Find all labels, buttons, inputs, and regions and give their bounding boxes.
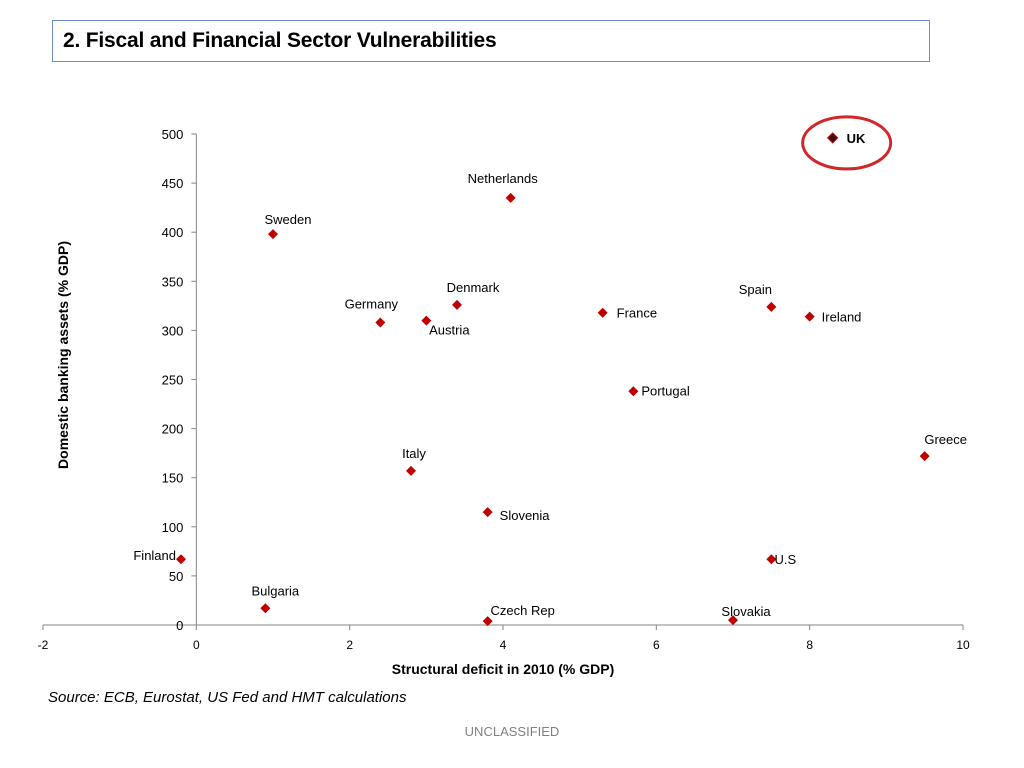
data-point-label: Austria bbox=[429, 323, 470, 338]
x-tick-label: 6 bbox=[653, 638, 660, 652]
data-point-label: Slovakia bbox=[721, 604, 771, 619]
x-tick-label: 0 bbox=[193, 638, 200, 652]
data-point-marker bbox=[597, 307, 608, 318]
data-point-marker bbox=[804, 311, 815, 322]
data-point-label: Greece bbox=[924, 432, 967, 447]
data-point-label: U.S bbox=[774, 552, 796, 567]
x-axis-label: Structural deficit in 2010 (% GDP) bbox=[392, 661, 615, 677]
data-point-label: Sweden bbox=[265, 212, 312, 227]
data-point-marker bbox=[421, 315, 432, 326]
data-point-marker bbox=[505, 192, 516, 203]
y-tick-label: 200 bbox=[162, 422, 184, 437]
y-tick-label: 400 bbox=[162, 225, 184, 240]
classification-label: UNCLASSIFIED bbox=[464, 724, 560, 739]
data-point-label: Finland bbox=[133, 548, 176, 563]
data-point-label: Portugal bbox=[641, 383, 690, 398]
data-point-label: Germany bbox=[345, 297, 399, 312]
data-point-marker bbox=[268, 229, 278, 240]
source-note: Source: ECB, Eurostat, US Fed and HMT ca… bbox=[48, 689, 407, 706]
scatter-chart: -2 0 2 4 6 8 10050100150200250300350400450500 … bbox=[38, 115, 970, 677]
data-point-label: Italy bbox=[402, 446, 426, 461]
data-point-marker bbox=[826, 132, 839, 144]
highlight-group bbox=[801, 115, 893, 171]
data-point-marker bbox=[452, 299, 462, 310]
uk-highlight-ring bbox=[801, 115, 893, 171]
data-point-label: Slovenia bbox=[500, 508, 551, 523]
slide-title-box: 2. Fiscal and Financial Sector Vulnerabi… bbox=[52, 20, 930, 62]
x-tick-label: 8 bbox=[806, 638, 813, 652]
data-point-label: Ireland bbox=[822, 310, 862, 325]
y-tick-label: 100 bbox=[162, 520, 184, 535]
data-point-marker bbox=[482, 507, 493, 518]
y-tick-label: 150 bbox=[162, 471, 184, 486]
data-point-marker bbox=[728, 615, 738, 626]
data-point-label: Spain bbox=[739, 282, 772, 297]
data-point-marker bbox=[766, 554, 777, 565]
data-point-label: Netherlands bbox=[468, 171, 539, 186]
y-tick-label: 0 bbox=[176, 618, 183, 633]
data-point-marker bbox=[176, 554, 186, 565]
data-point-marker bbox=[766, 301, 777, 312]
x-tick-label: 2 bbox=[346, 638, 353, 652]
y-axis-label: Domestic banking assets (% GDP) bbox=[55, 241, 71, 469]
y-tick-label: 350 bbox=[162, 274, 184, 289]
y-tick-label: 50 bbox=[169, 569, 183, 584]
y-tick-label: 500 bbox=[162, 127, 184, 142]
x-tick-label: 10 bbox=[956, 638, 970, 652]
data-point-marker bbox=[260, 603, 271, 614]
data-point-label: Bulgaria bbox=[251, 583, 299, 598]
x-tick-label: 4 bbox=[500, 638, 507, 652]
data-point-marker bbox=[628, 386, 639, 397]
data-point-label: UK bbox=[847, 131, 866, 146]
data-point-label: Czech Rep bbox=[491, 603, 555, 618]
slide-title: 2. Fiscal and Financial Sector Vulnerabi… bbox=[63, 29, 497, 52]
data-point-marker bbox=[406, 465, 416, 476]
y-tick-label: 450 bbox=[162, 176, 184, 191]
y-tick-label: 300 bbox=[162, 323, 184, 338]
data-point-marker bbox=[919, 451, 930, 462]
data-point-marker bbox=[375, 317, 386, 328]
data-point-label: France bbox=[617, 306, 657, 321]
chart-points: UK Netherlands Sweden Denmark Spain France Ire… bbox=[133, 131, 967, 627]
data-point-marker bbox=[482, 616, 493, 627]
data-point-label: Denmark bbox=[447, 280, 500, 295]
y-tick-label: 250 bbox=[162, 373, 184, 388]
x-tick-label: -2 bbox=[38, 638, 49, 652]
